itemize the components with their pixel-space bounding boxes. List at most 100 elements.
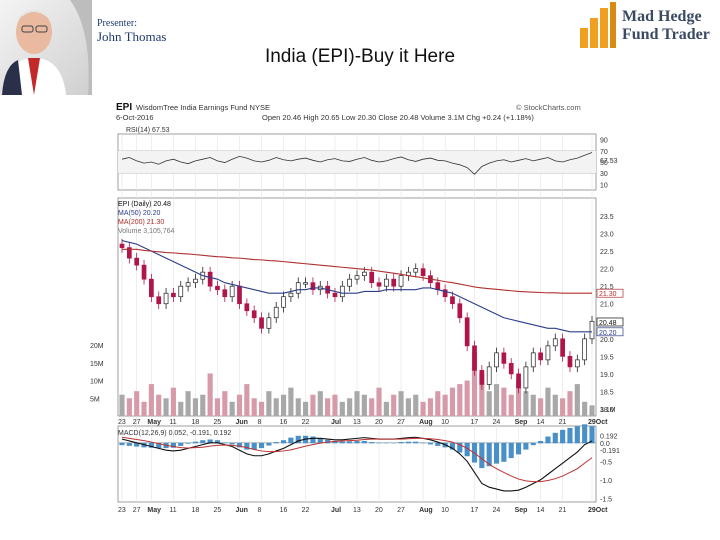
macd-histogram-bar <box>332 441 338 444</box>
candle-body <box>494 352 499 368</box>
price-tag-box <box>596 317 624 327</box>
volume-bar <box>391 394 397 416</box>
candle-body <box>141 264 147 280</box>
macd-histogram-bar <box>493 442 500 464</box>
volume-bar <box>560 398 566 416</box>
rsi-tick-label: 30 <box>600 171 608 178</box>
macd-tick-label: -1.5 <box>600 496 612 503</box>
x-tick-label: 25 <box>213 419 221 426</box>
candle-body <box>567 356 573 368</box>
x-tick-label: 16 <box>280 419 288 426</box>
chart-symbol: EPI <box>116 102 132 113</box>
macd-histogram-bar <box>560 429 566 444</box>
macd-histogram-bar <box>295 435 301 444</box>
volume-tick-label: 15M <box>90 361 104 368</box>
candle-body <box>178 285 184 298</box>
price-tick-label: 23.0 <box>600 232 614 239</box>
rsi-current-tag: 67.53 <box>600 158 618 165</box>
chart-date: 6-Oct-2016 <box>116 113 154 122</box>
macd-histogram-bar <box>317 437 323 444</box>
macd-histogram-bar <box>310 436 316 444</box>
volume-bar <box>589 405 595 416</box>
candle-body <box>450 296 455 305</box>
macd-histogram-bar <box>523 442 529 450</box>
macd-histogram-bar <box>288 437 294 444</box>
x-tick-label: 27 <box>397 507 405 514</box>
slide-header: Presenter: John Thomas Mad Hedge Fund Tr… <box>0 0 720 95</box>
candle-body <box>244 303 250 312</box>
volume-bar <box>582 401 588 416</box>
macd-histogram-bar <box>449 442 456 450</box>
macd-line <box>121 436 593 492</box>
macd-histogram-bar <box>376 442 382 444</box>
rsi-tick-label: 90 <box>600 138 608 145</box>
macd-histogram-bar <box>567 428 573 444</box>
price-tick-label: 19.0 <box>600 372 614 379</box>
volume-bar <box>530 394 536 416</box>
volume-current-tag: 3.1M <box>600 407 616 414</box>
candle-body <box>464 317 470 347</box>
x-tick-label: 8 <box>258 419 262 426</box>
x-tick-label: 17 <box>471 507 479 514</box>
volume-bar <box>134 391 140 416</box>
volume-bar <box>332 394 338 416</box>
chart-source: © StockCharts.com <box>516 103 581 112</box>
volume-bar <box>317 391 323 416</box>
chart-fund-name: WisdomTree India Earnings Fund NYSE <box>136 103 270 112</box>
candle-body <box>384 278 389 287</box>
rsi-band <box>118 150 596 174</box>
macd-histogram-bar <box>148 442 154 448</box>
candle-body <box>560 338 565 357</box>
volume-bar <box>141 401 147 416</box>
macd-histogram-bar <box>457 442 463 453</box>
candle-body <box>538 352 543 361</box>
candle-body <box>149 278 154 298</box>
volume-bar <box>464 380 470 416</box>
volume-bar <box>280 394 287 416</box>
macd-histogram-bar <box>258 442 265 449</box>
candle-body <box>486 366 492 385</box>
volume-bar <box>376 387 382 416</box>
presenter-label: Presenter: <box>97 18 137 29</box>
price-tag-label: 20.20 <box>599 330 617 337</box>
macd-histogram-bar <box>222 442 228 444</box>
volume-bar <box>413 394 419 416</box>
x-tick-label: 23 <box>118 419 126 426</box>
volume-bar <box>266 391 272 416</box>
volume-tick-label: 20M <box>90 343 104 350</box>
candle-body <box>501 352 507 364</box>
macd-histogram-bar <box>229 442 235 445</box>
candle-body <box>376 282 382 287</box>
x-tick-label: 23 <box>118 507 126 514</box>
volume-tick-label: 5M <box>90 396 100 403</box>
slide-title: India (EPI)-Buy it Here <box>264 46 456 67</box>
volume-bar <box>148 384 154 416</box>
macd-histogram-bar <box>530 442 536 446</box>
macd-histogram-bar <box>244 442 250 450</box>
volume-bar <box>185 391 191 416</box>
volume-bar <box>244 384 250 416</box>
volume-bar <box>405 398 411 416</box>
volume-bar <box>523 391 529 416</box>
volume-bar <box>325 398 331 416</box>
candle-body <box>332 292 338 298</box>
volume-bar <box>508 394 514 416</box>
x-tick-label: 21 <box>559 419 567 426</box>
candle-body <box>589 320 595 340</box>
macd-histogram-bar <box>207 439 213 444</box>
macd-histogram-bar <box>126 442 132 446</box>
x-tick-label: 27 <box>133 419 141 426</box>
volume-bar <box>295 398 301 416</box>
x-tick-label: 10 <box>441 507 449 514</box>
macd-histogram-bar <box>589 426 595 444</box>
candle-body <box>156 296 162 305</box>
x-tick-label: 8 <box>258 507 262 514</box>
candle-body <box>171 292 176 298</box>
candle-body <box>215 285 220 291</box>
x-tick-label: Sep <box>515 507 528 514</box>
macd-histogram-bar <box>582 424 588 444</box>
candle-body <box>281 296 286 308</box>
ma200-line <box>122 248 592 294</box>
rsi-line <box>121 152 593 175</box>
volume-bar <box>369 398 375 416</box>
